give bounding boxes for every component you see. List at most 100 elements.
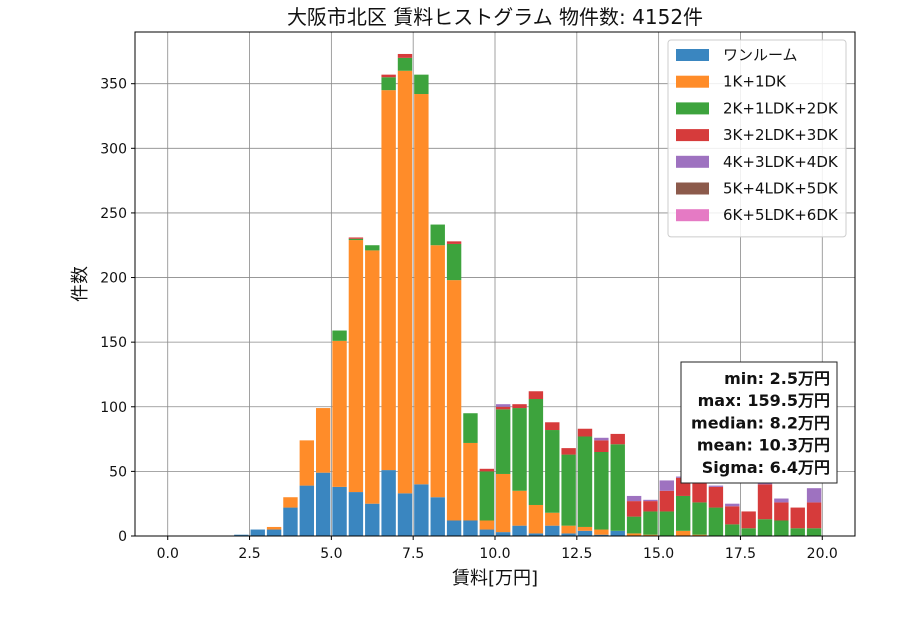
bar-segment: [414, 484, 429, 536]
bar-segment: [626, 516, 642, 534]
y-tick-label: 0: [118, 529, 127, 545]
bar-segment: [479, 520, 495, 530]
bar-segment: [659, 480, 675, 491]
x-tick-label: 12.5: [561, 546, 592, 562]
bar-segment: [545, 430, 560, 513]
bar-segment: [365, 250, 380, 504]
bar-segment: [512, 404, 527, 409]
bar-segment: [463, 413, 478, 443]
bar-segment: [545, 525, 560, 536]
x-tick-label: 10.0: [479, 546, 510, 562]
bar-segment: [741, 511, 756, 529]
legend-label: 2K+1LDK+2DK: [723, 99, 839, 117]
y-tick-label: 200: [100, 271, 127, 287]
bar-segment: [332, 330, 347, 341]
bar-segment: [348, 238, 364, 241]
legend-swatch: [676, 102, 709, 115]
bar-segment: [446, 241, 462, 244]
bar-segment: [708, 485, 724, 487]
bar-segment: [512, 490, 527, 526]
bar-segment: [806, 502, 822, 529]
bar-segment: [381, 77, 396, 91]
bar-segment: [790, 528, 805, 536]
bar-segment: [561, 454, 576, 526]
y-tick-label: 300: [100, 141, 127, 157]
legend-swatch: [676, 75, 709, 88]
bar-segment: [610, 433, 625, 445]
legend-label: 3K+2LDK+3DK: [723, 126, 839, 144]
bar-segment: [626, 495, 642, 502]
bar-segment: [561, 525, 576, 534]
bar-segment: [430, 497, 445, 536]
bar-segment: [594, 440, 609, 452]
bar-segment: [561, 448, 576, 455]
bar-segment: [397, 53, 413, 58]
axis-ticks: 0.0 2.5 5.0 7.5 10.0 12.5 15.0 17.5 20.0 0 50 100 15…: [100, 77, 838, 562]
bar-segment: [806, 488, 822, 503]
stats-line: min: 2.5万円: [724, 369, 830, 388]
bar-segment: [397, 493, 413, 536]
bar-segment: [643, 534, 658, 536]
bar-segment: [528, 399, 544, 505]
legend-label: 1K+1DK: [723, 73, 787, 91]
bar-segment: [266, 529, 282, 536]
legend-swatch: [676, 155, 709, 168]
bar-segment: [594, 437, 609, 441]
chart-title: 大阪市北区 賃料ヒストグラム 物件数: 4152件: [287, 5, 703, 29]
bar-segment: [495, 532, 511, 536]
x-tick-label: 2.5: [238, 546, 260, 562]
bar-segment: [757, 519, 773, 536]
legend-label: 5K+4LDK+5DK: [723, 180, 839, 198]
bar-segment: [626, 501, 642, 517]
bar-segment: [512, 408, 527, 491]
bar-segment: [626, 533, 642, 536]
bar-segment: [446, 280, 462, 521]
bar-segment: [495, 406, 511, 410]
x-tick-label: 7.5: [402, 546, 424, 562]
bar-segment: [348, 237, 364, 239]
bar-segment: [528, 391, 544, 400]
bar-segment: [561, 533, 576, 536]
bar-segment: [790, 507, 805, 529]
bar-segment: [397, 70, 413, 494]
bar-segment: [741, 528, 756, 536]
bar-segment: [643, 499, 658, 502]
legend-swatch: [676, 49, 709, 61]
bar-segment: [414, 74, 429, 95]
bar-segment: [774, 502, 789, 521]
bar-segment: [659, 490, 675, 512]
bar-segment: [643, 501, 658, 512]
y-tick-label: 100: [100, 400, 127, 416]
bar-segment: [446, 520, 462, 536]
bar-segment: [332, 340, 347, 487]
y-axis-title: 件数: [70, 266, 91, 302]
bar-segment: [414, 94, 429, 485]
bar-segment: [463, 520, 478, 536]
legend-swatch: [676, 182, 709, 195]
bar-segment: [725, 506, 740, 525]
x-tick-label: 20.0: [807, 546, 838, 562]
bar-segment: [315, 408, 331, 473]
bar-segment: [610, 444, 625, 531]
bar-segment: [348, 240, 364, 493]
bar-segment: [675, 495, 691, 531]
bar-segment: [250, 529, 265, 536]
bar-segment: [774, 498, 789, 503]
bar-segment: [495, 409, 511, 474]
y-tick-label: 250: [100, 206, 127, 222]
bar-segment: [545, 422, 560, 431]
bar-segment: [234, 534, 249, 536]
bar-segment: [692, 534, 707, 536]
x-axis-title: 賃料[万円]: [452, 568, 538, 589]
stats-line: Sigma: 6.4万円: [702, 458, 830, 477]
bar-segment: [594, 534, 609, 536]
bar-segment: [774, 520, 789, 536]
bar-segment: [446, 243, 462, 281]
bar-segment: [577, 526, 593, 531]
bar-segment: [332, 486, 347, 536]
bar-segment: [381, 470, 396, 536]
legend-swatch: [676, 209, 709, 222]
bar-segment: [725, 524, 740, 536]
